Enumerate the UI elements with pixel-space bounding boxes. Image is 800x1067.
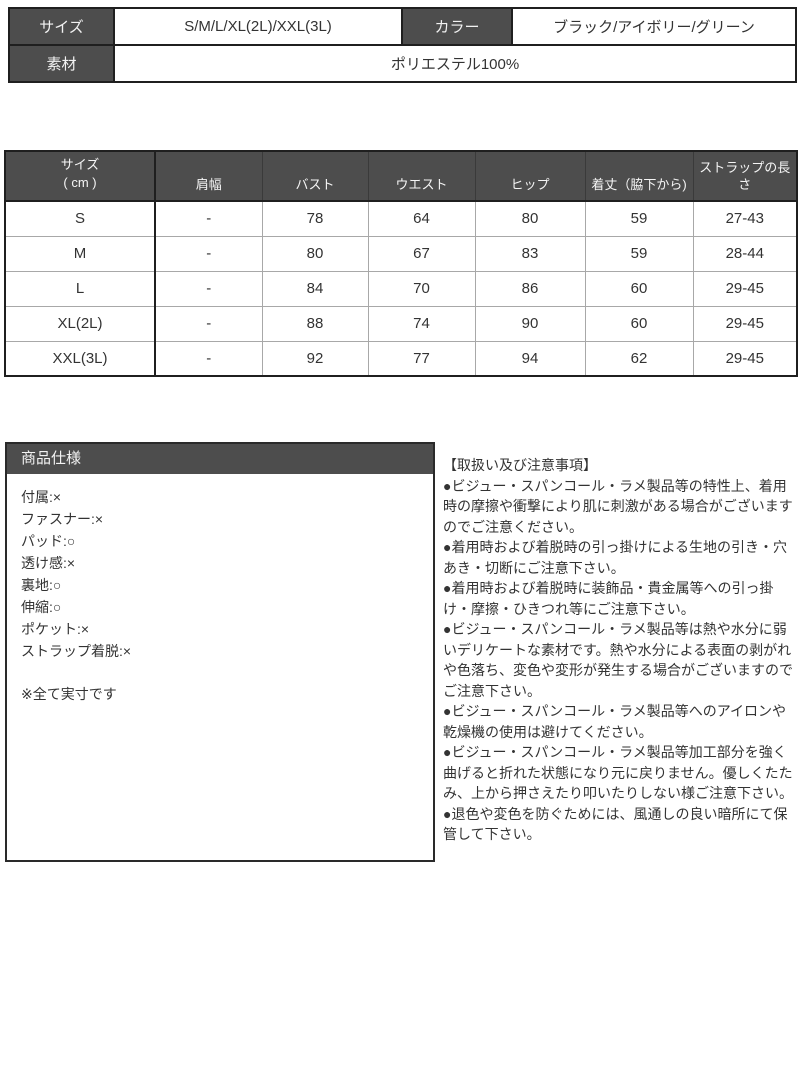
size-name-cell: XXL(3L): [4, 340, 156, 377]
spec-note: ※全て実寸です: [21, 686, 117, 702]
size-label-cell: サイズ: [8, 7, 115, 46]
measurement-cell: 29-45: [692, 340, 798, 377]
spec-box-title: 商品仕様: [7, 444, 433, 474]
care-note-item: ●着用時および着脱時に装飾品・貴金属等への引っ掛け・摩擦・ひきつれ等にご注意下さ…: [443, 580, 774, 617]
measurement-cell: 80: [474, 200, 586, 237]
size-chart-header-cell: ウエスト: [367, 150, 476, 202]
care-note-item: ●着用時および着脱時の引っ掛けによる生地の引き・穴あき・切断にご注意下さい。: [443, 539, 788, 576]
measurement-cell: 59: [584, 200, 694, 237]
color-value-cell: ブラック/アイボリー/グリーン: [511, 7, 797, 46]
material-value-cell: ポリエステル100%: [113, 44, 797, 83]
spec-list: 付属:× ファスナー:× パッド:○ 透け感:× 裏地:○ 伸縮:○ ポケット:× ストラップ…: [7, 474, 433, 662]
size-chart-header-row: サイズ ( cm ) 肩幅 バスト ウエスト ヒップ 着丈（脇下から) ストラップの長さ: [4, 150, 798, 202]
material-label-cell: 素材: [8, 44, 115, 83]
measurement-cell: 27-43: [692, 200, 798, 237]
size-chart-row: XXL(3L) -92 77 94 62 29-45: [4, 340, 798, 377]
care-note-item: ●ビジュー・スパンコール・ラメ製品等は熱や水分に弱いデリケートな素材です。熱や水…: [443, 621, 793, 699]
spec-item: 裏地:○: [21, 577, 62, 593]
product-spec-box: 商品仕様 付属:× ファスナー:× パッド:○ 透け感:× 裏地:○ 伸縮:○ ポケット:×…: [5, 442, 435, 862]
care-note-item: ●ビジュー・スパンコール・ラメ製品等加工部分を強く曲げると折れた状態になり元に戻…: [443, 744, 793, 801]
care-notes-list: ●ビジュー・スパンコール・ラメ製品等の特性上、着用時の摩擦や衝撃により肌に刺激が…: [443, 476, 797, 845]
care-notes-title: 【取扱い及び注意事項】: [443, 457, 597, 473]
size-chart-row: S -78 64 80 59 27-43: [4, 200, 798, 237]
size-chart-header-cell: 着丈（脇下から): [584, 150, 694, 202]
spec-item: ファスナー:×: [21, 511, 104, 527]
measurement-cell: 70: [367, 270, 476, 307]
measurement-cell: 86: [474, 270, 586, 307]
size-name-cell: XL(2L): [4, 305, 156, 342]
size-value-cell: S/M/L/XL(2L)/XXL(3L): [113, 7, 403, 46]
info-row-material: 素材 ポリエステル100%: [8, 44, 797, 83]
size-name-cell: L: [4, 270, 156, 307]
measurement-cell: 28-44: [692, 235, 798, 272]
size-chart-row: M -80 67 83 59 28-44: [4, 235, 798, 272]
size-chart-header-cell: ストラップの長さ: [692, 150, 798, 202]
spec-item: 透け感:×: [21, 555, 76, 571]
color-label-cell: カラー: [401, 7, 513, 46]
measurement-cell: -: [154, 200, 263, 237]
measurement-cell: 60: [584, 270, 694, 307]
spec-item: ポケット:×: [21, 621, 90, 637]
spec-item: 付属:×: [21, 489, 62, 505]
measurement-cell: 59: [584, 235, 694, 272]
measurement-cell: -: [154, 340, 263, 377]
measurement-cell: 60: [584, 305, 694, 342]
measurement-cell: -: [154, 270, 263, 307]
size-chart-header-cell: サイズ ( cm ): [4, 150, 156, 202]
measurement-cell: -: [154, 305, 263, 342]
care-notes: 【取扱い及び注意事項】 ●ビジュー・スパンコール・ラメ製品等の特性上、着用時の摩…: [443, 455, 797, 845]
measurement-cell: 94: [474, 340, 586, 377]
care-note-item: ●ビジュー・スパンコール・ラメ製品等へのアイロンや乾燥機の使用は避けてください。: [443, 703, 787, 740]
measurement-cell: 78: [261, 200, 369, 237]
measurement-cell: 88: [261, 305, 369, 342]
measurement-cell: 64: [367, 200, 476, 237]
size-chart-header-cell: ヒップ: [474, 150, 586, 202]
measurement-cell: 29-45: [692, 305, 798, 342]
size-chart-row: L -84 70 86 60 29-45: [4, 270, 798, 307]
measurement-cell: 29-45: [692, 270, 798, 307]
measurement-cell: -: [154, 235, 263, 272]
measurement-cell: 80: [261, 235, 369, 272]
measurement-cell: 90: [474, 305, 586, 342]
measurement-cell: 83: [474, 235, 586, 272]
care-note-item: ●退色や変色を防ぐためには、風通しの良い暗所にて保管して下さい。: [443, 805, 788, 843]
spec-item: ストラップ着脱:×: [21, 643, 132, 659]
measurement-cell: 67: [367, 235, 476, 272]
size-chart-header-cell: 肩幅: [154, 150, 263, 202]
measurement-cell: 92: [261, 340, 369, 377]
product-info-table: サイズ S/M/L/XL(2L)/XXL(3L) カラー ブラック/アイボリー/…: [8, 7, 797, 83]
measurement-cell: 74: [367, 305, 476, 342]
measurement-cell: 77: [367, 340, 476, 377]
measurement-cell: 84: [261, 270, 369, 307]
size-name-cell: S: [4, 200, 156, 237]
size-chart-body: S -78 64 80 59 27-43 M -80 67 83 59 28-44 L -84 70 86 60…: [4, 200, 798, 377]
measurement-cell: 62: [584, 340, 694, 377]
size-chart-row: XL(2L) -88 74 90 60 29-45: [4, 305, 798, 342]
spec-item: 伸縮:○: [21, 599, 62, 615]
care-note-item: ●ビジュー・スパンコール・ラメ製品等の特性上、着用時の摩擦や衝撃により肌に刺激が…: [443, 477, 793, 535]
spec-item: パッド:○: [21, 533, 76, 549]
size-chart-header-cell: バスト: [261, 150, 369, 202]
info-row-size-color: サイズ S/M/L/XL(2L)/XXL(3L) カラー ブラック/アイボリー/…: [8, 7, 797, 46]
size-chart-table: サイズ ( cm ) 肩幅 バスト ウエスト ヒップ 着丈（脇下から) ストラップの長さ S…: [4, 150, 798, 377]
size-name-cell: M: [4, 235, 156, 272]
